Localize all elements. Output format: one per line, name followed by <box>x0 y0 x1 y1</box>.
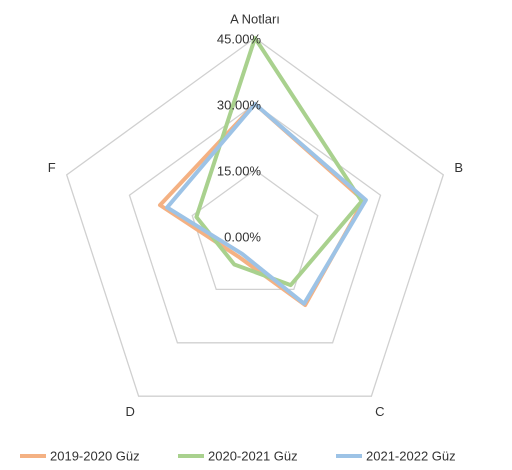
grid-ring <box>65 37 445 397</box>
grid-ring <box>128 103 382 344</box>
category-label: A Notları <box>230 11 280 26</box>
grid-ring <box>191 169 319 291</box>
category-label: D <box>125 404 134 419</box>
y-tick-label: 15.00% <box>217 163 262 178</box>
category-label: B <box>454 160 463 175</box>
y-tick-label: 0.00% <box>224 229 261 244</box>
legend-label: 2019-2020 Güz <box>50 448 140 463</box>
y-tick-label: 45.00% <box>217 31 262 46</box>
y-tick-label: 30.00% <box>217 97 262 112</box>
legend-label: 2021-2022 Güz <box>366 448 456 463</box>
series-line <box>194 36 364 288</box>
category-label: C <box>375 404 384 419</box>
category-label: F <box>48 160 56 175</box>
legend-label: 2020-2021 Güz <box>208 448 298 463</box>
series-line <box>165 102 368 306</box>
